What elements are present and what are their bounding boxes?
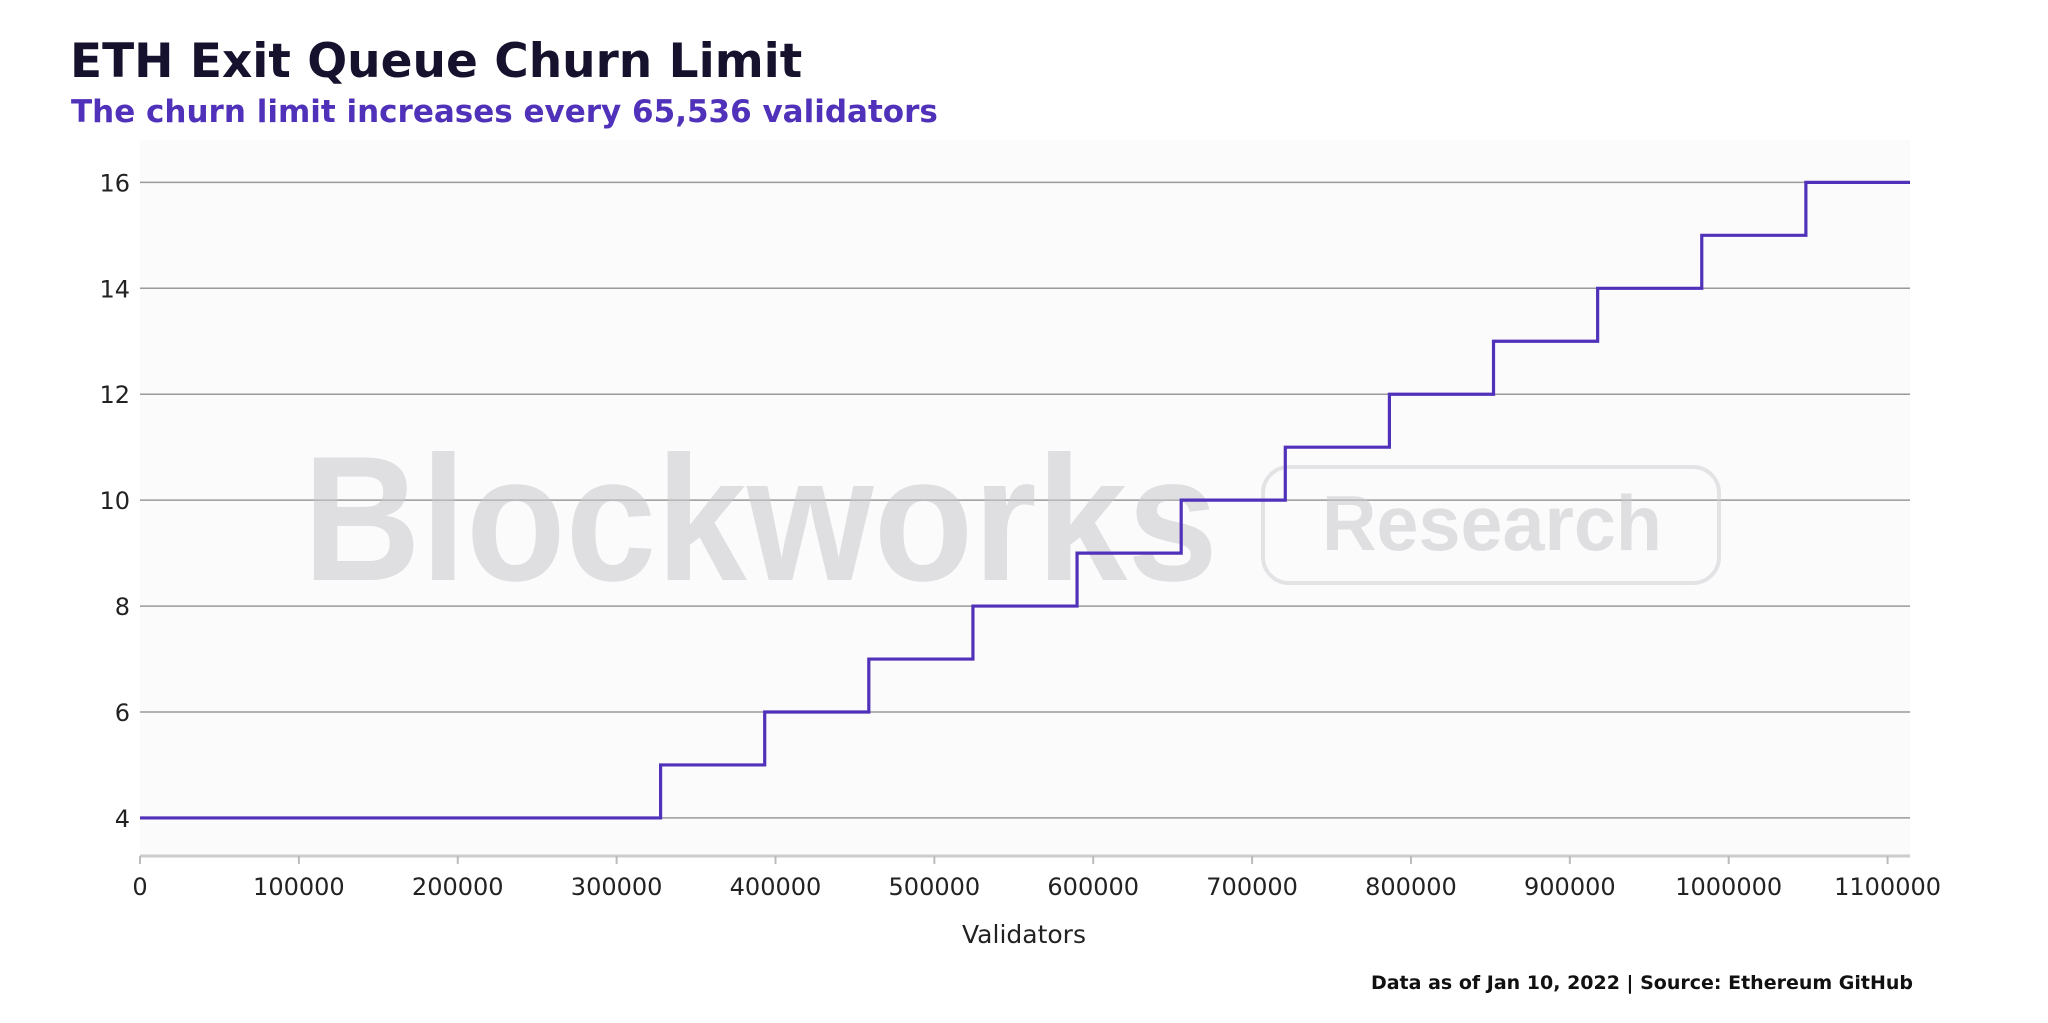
x-tick-label: 200000 (412, 873, 504, 901)
x-tick-label: 400000 (730, 873, 822, 901)
x-tick-label: 1000000 (1675, 873, 1782, 901)
y-tick-label: 14 (99, 275, 130, 303)
watermark-brand-text: Blockworks (303, 419, 1218, 618)
blockworks-research-watermark: Blockworks Research (303, 419, 1721, 618)
y-axis-ticks: 4 6 8 10 12 14 16 (99, 169, 130, 833)
x-axis-ticks: 0 100000 200000 300000 400000 500000 600000 700… (132, 856, 1941, 901)
x-axis-title: Validators (962, 920, 1086, 949)
x-tick-label: 300000 (571, 873, 663, 901)
chart-title: ETH Exit Queue Churn Limit (70, 34, 803, 89)
y-tick-label: 12 (99, 381, 130, 409)
chart-subtitle: The churn limit increases every 65,536 v… (71, 94, 938, 130)
x-tick-label: 600000 (1047, 873, 1139, 901)
y-tick-label: 16 (99, 169, 130, 197)
churn-limit-step-line (140, 180, 1910, 820)
x-tick-label: 0 (132, 873, 147, 901)
y-tick-label: 10 (99, 487, 130, 515)
x-tick-label: 900000 (1524, 873, 1616, 901)
x-tick-label: 1100000 (1834, 873, 1941, 901)
x-tick-label: 500000 (889, 873, 981, 901)
x-tick-label: 800000 (1365, 873, 1457, 901)
watermark-research-box (1261, 465, 1721, 585)
y-tick-label: 8 (115, 593, 130, 621)
source-note: Data as of Jan 10, 2022 | Source: Ethere… (1370, 972, 1913, 994)
watermark-research-text: Research (1322, 479, 1662, 567)
x-tick-label: 700000 (1206, 873, 1298, 901)
x-tick-label: 100000 (253, 873, 345, 901)
plot-background (140, 140, 1910, 855)
y-tick-label: 6 (115, 699, 130, 727)
y-tick-label: 4 (115, 805, 130, 833)
